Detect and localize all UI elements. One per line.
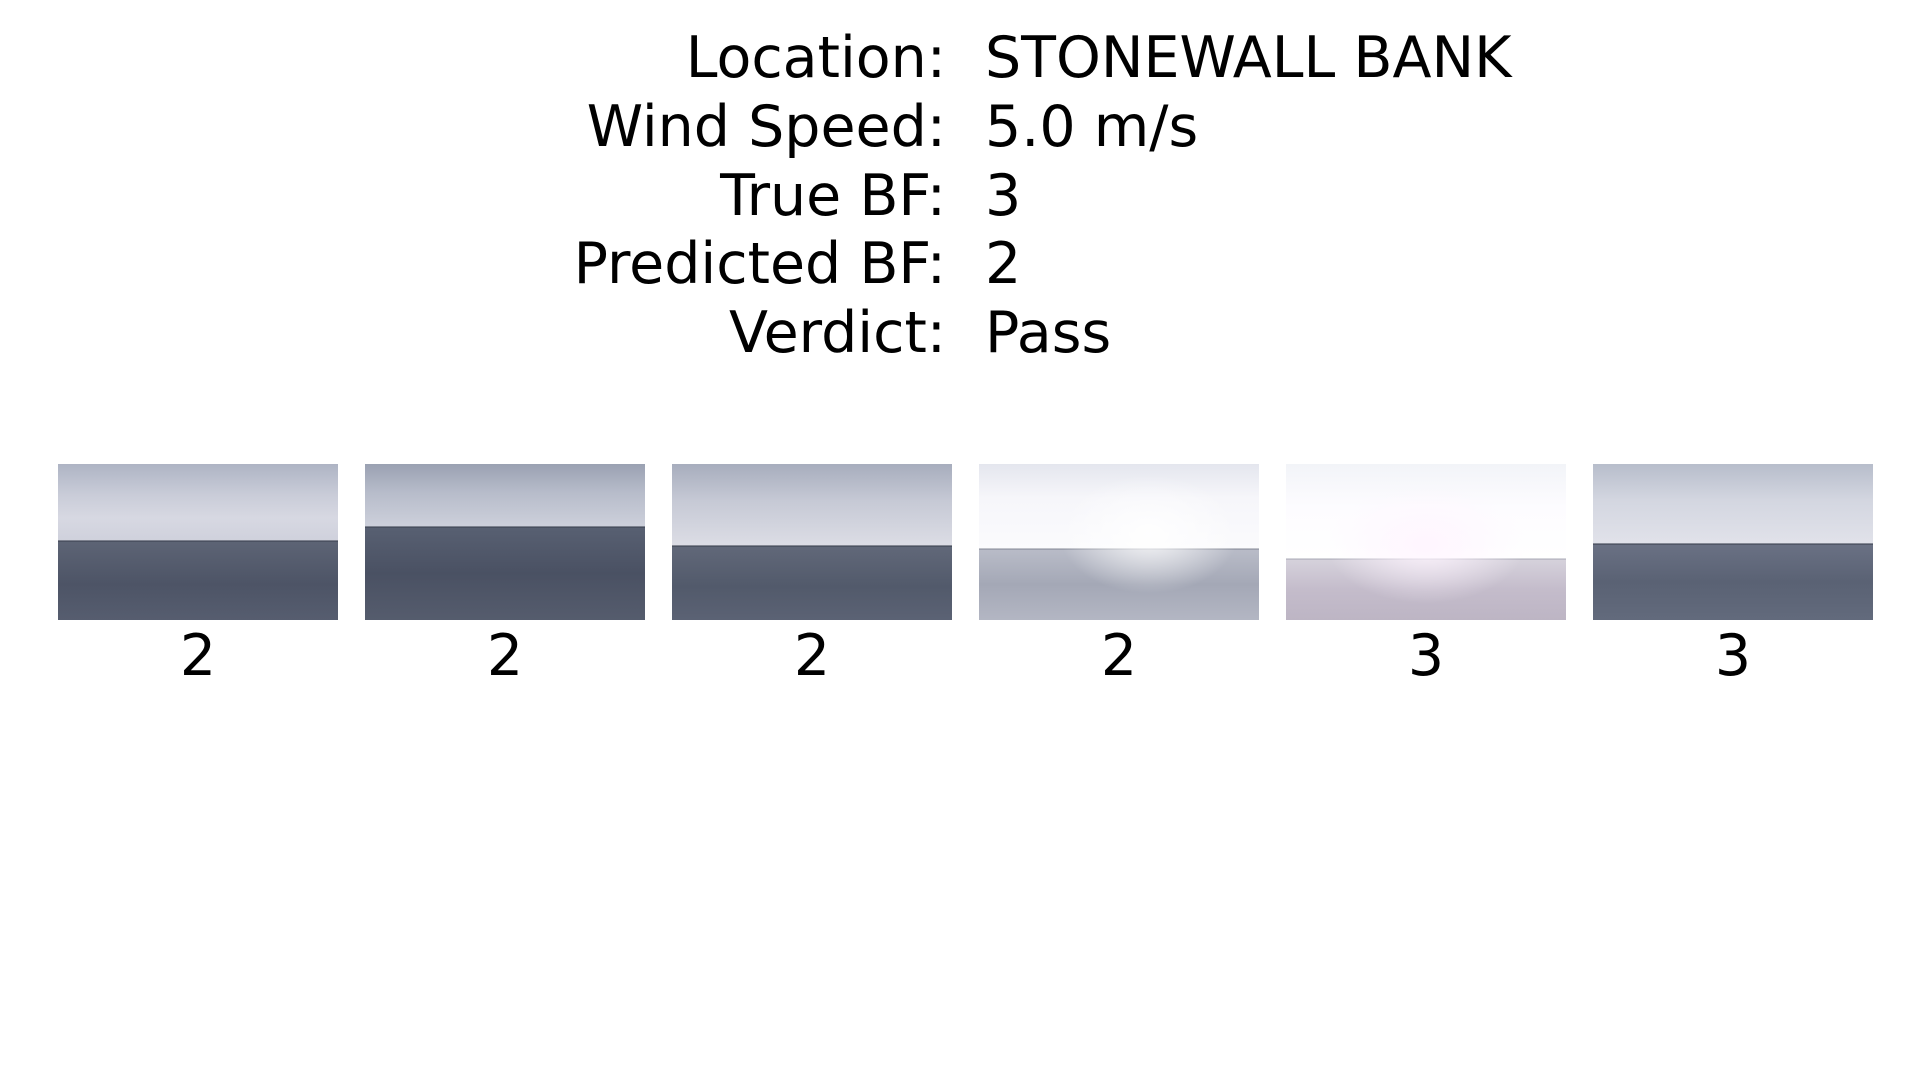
frame-label-3: 2: [793, 623, 831, 689]
horizon-line: [365, 526, 645, 528]
sun-glare: [1059, 474, 1239, 594]
sky: [58, 464, 338, 541]
sea: [365, 527, 645, 620]
frame-label-4: 2: [1100, 623, 1138, 689]
sea: [672, 546, 952, 620]
info-row-predicted-bf: Predicted BF: 2: [0, 230, 1920, 298]
true-bf-label: True BF:: [720, 163, 946, 229]
location-label: Location:: [685, 25, 946, 91]
info-row-true-bf: True BF: 3: [0, 162, 1920, 230]
frame-label-1: 2: [179, 623, 217, 689]
frame-label-6: 3: [1714, 623, 1752, 689]
sea-horizon-photo-4: [979, 464, 1259, 620]
horizon-line: [1593, 543, 1873, 545]
sea-horizon-photo-2: [365, 464, 645, 620]
sea-horizon-photo-5: [1286, 464, 1566, 620]
info-row-location: Location: STONEWALL BANK: [0, 24, 1920, 92]
frame-label-5: 3: [1407, 623, 1445, 689]
sky: [1593, 464, 1873, 544]
sea: [58, 541, 338, 620]
sea-horizon-photo-1: [58, 464, 338, 620]
horizon-line: [58, 540, 338, 542]
sky: [672, 464, 952, 546]
frame-label-2: 2: [486, 623, 524, 689]
predicted-bf-value: 2: [985, 231, 1022, 297]
summary-panel: Location: STONEWALL BANK Wind Speed: 5.0…: [0, 0, 1920, 380]
sea: [1593, 544, 1873, 620]
wind-speed-label: Wind Speed:: [586, 94, 946, 160]
sky: [365, 464, 645, 527]
sea-horizon-photo-6: [1593, 464, 1873, 620]
true-bf-value: 3: [985, 163, 1022, 229]
info-row-wind-speed: Wind Speed: 5.0 m/s: [0, 93, 1920, 161]
wind-speed-value: 5.0 m/s: [985, 94, 1199, 160]
horizon-line: [672, 545, 952, 547]
verdict-label: Verdict:: [729, 300, 946, 366]
predicted-bf-label: Predicted BF:: [573, 231, 946, 297]
verdict-value: Pass: [985, 300, 1112, 366]
location-value: STONEWALL BANK: [985, 25, 1512, 91]
sun-glare: [1326, 484, 1526, 604]
sea-horizon-photo-3: [672, 464, 952, 620]
info-row-verdict: Verdict: Pass: [0, 299, 1920, 367]
